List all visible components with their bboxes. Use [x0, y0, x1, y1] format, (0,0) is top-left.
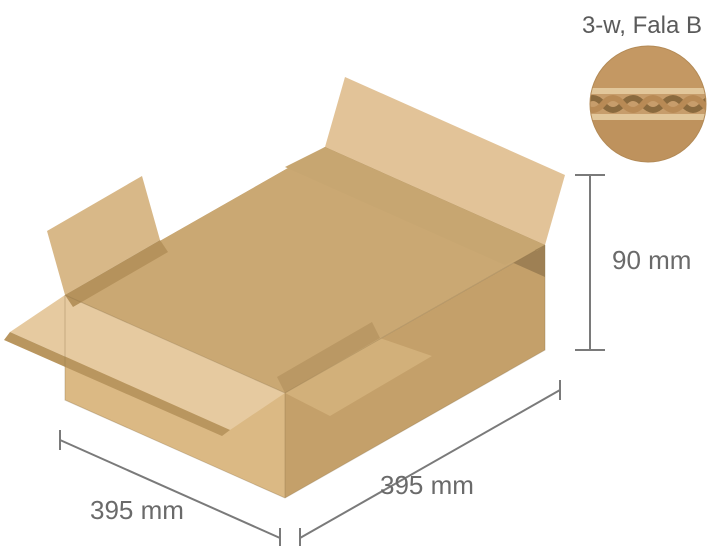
dim-width-label: 395 mm: [380, 470, 474, 501]
dim-depth-label: 395 mm: [90, 495, 184, 526]
flute-spec-label: 3-w, Fala B: [582, 12, 702, 40]
box-diagram: 395 mm 395 mm 90 mm 3-w, Fala B: [0, 0, 720, 546]
dim-height-label: 90 mm: [612, 245, 691, 276]
flute-swatch: [588, 44, 708, 164]
